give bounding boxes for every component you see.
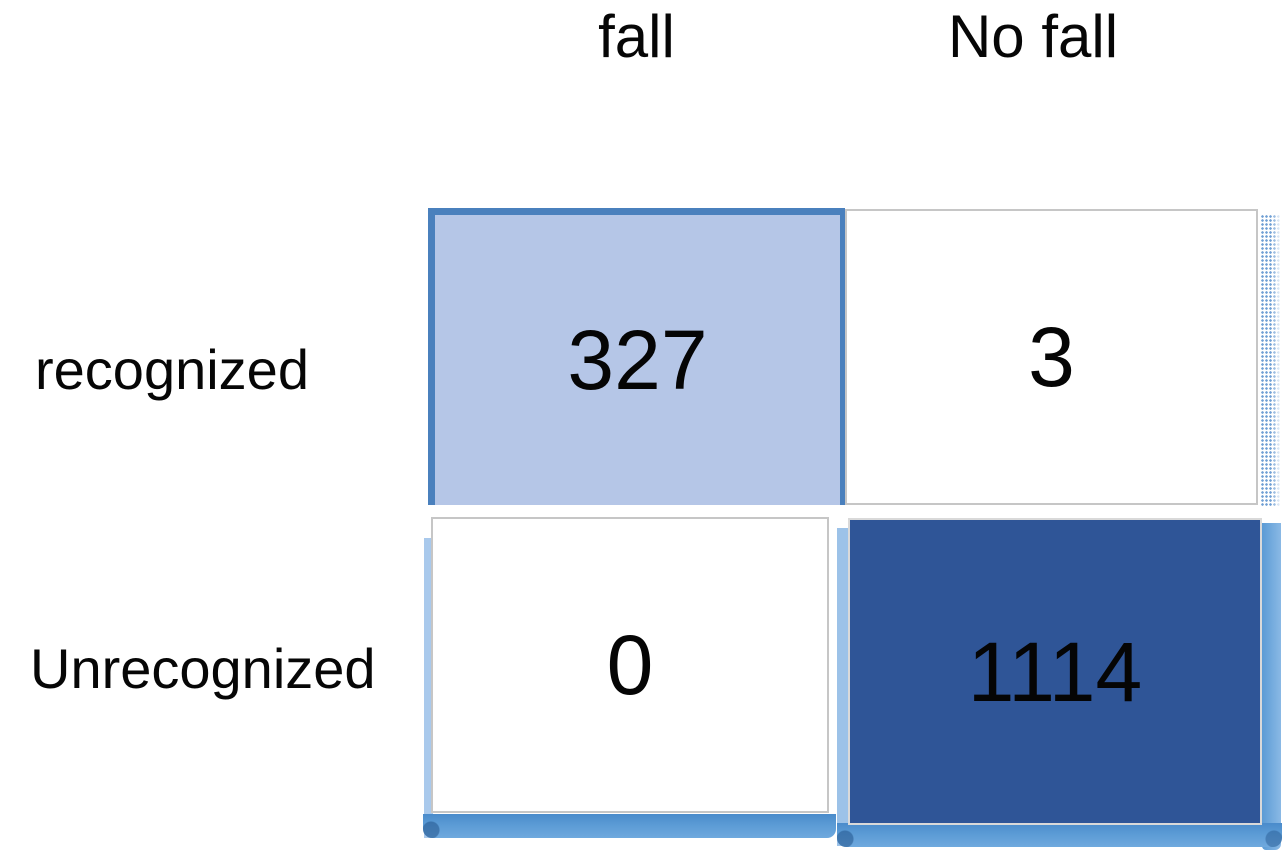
cell-recognized-fall-value: 327 <box>567 313 708 407</box>
shadow-bar-below-no-fall-cell <box>837 823 1282 847</box>
cell-unrecognized-no-fall-value: 1114 <box>967 624 1143 719</box>
glow-strip-left-of-no-fall-cell <box>837 528 848 846</box>
shadow-strip-left-of-fall-cell <box>424 538 433 838</box>
column-header-fall: fall <box>598 3 675 70</box>
dotted-shadow-right-of-no-fall-cell <box>1261 215 1280 507</box>
row-label-recognized: recognized <box>35 338 309 401</box>
row-label-unrecognized: Unrecognized <box>30 637 376 700</box>
glow-strip-right-of-no-fall-cell <box>1262 523 1281 850</box>
cell-recognized-fall: 327 <box>428 208 845 505</box>
cell-unrecognized-fall-value: 0 <box>606 618 654 712</box>
cell-recognized-no-fall: 3 <box>845 209 1258 505</box>
cell-unrecognized-fall: 0 <box>431 517 829 813</box>
column-header-no-fall: No fall <box>947 3 1119 70</box>
cell-recognized-no-fall-value: 3 <box>1028 310 1075 404</box>
cell-unrecognized-no-fall: 1114 <box>848 518 1262 825</box>
shadow-bar-below-fall-cell <box>423 814 836 838</box>
